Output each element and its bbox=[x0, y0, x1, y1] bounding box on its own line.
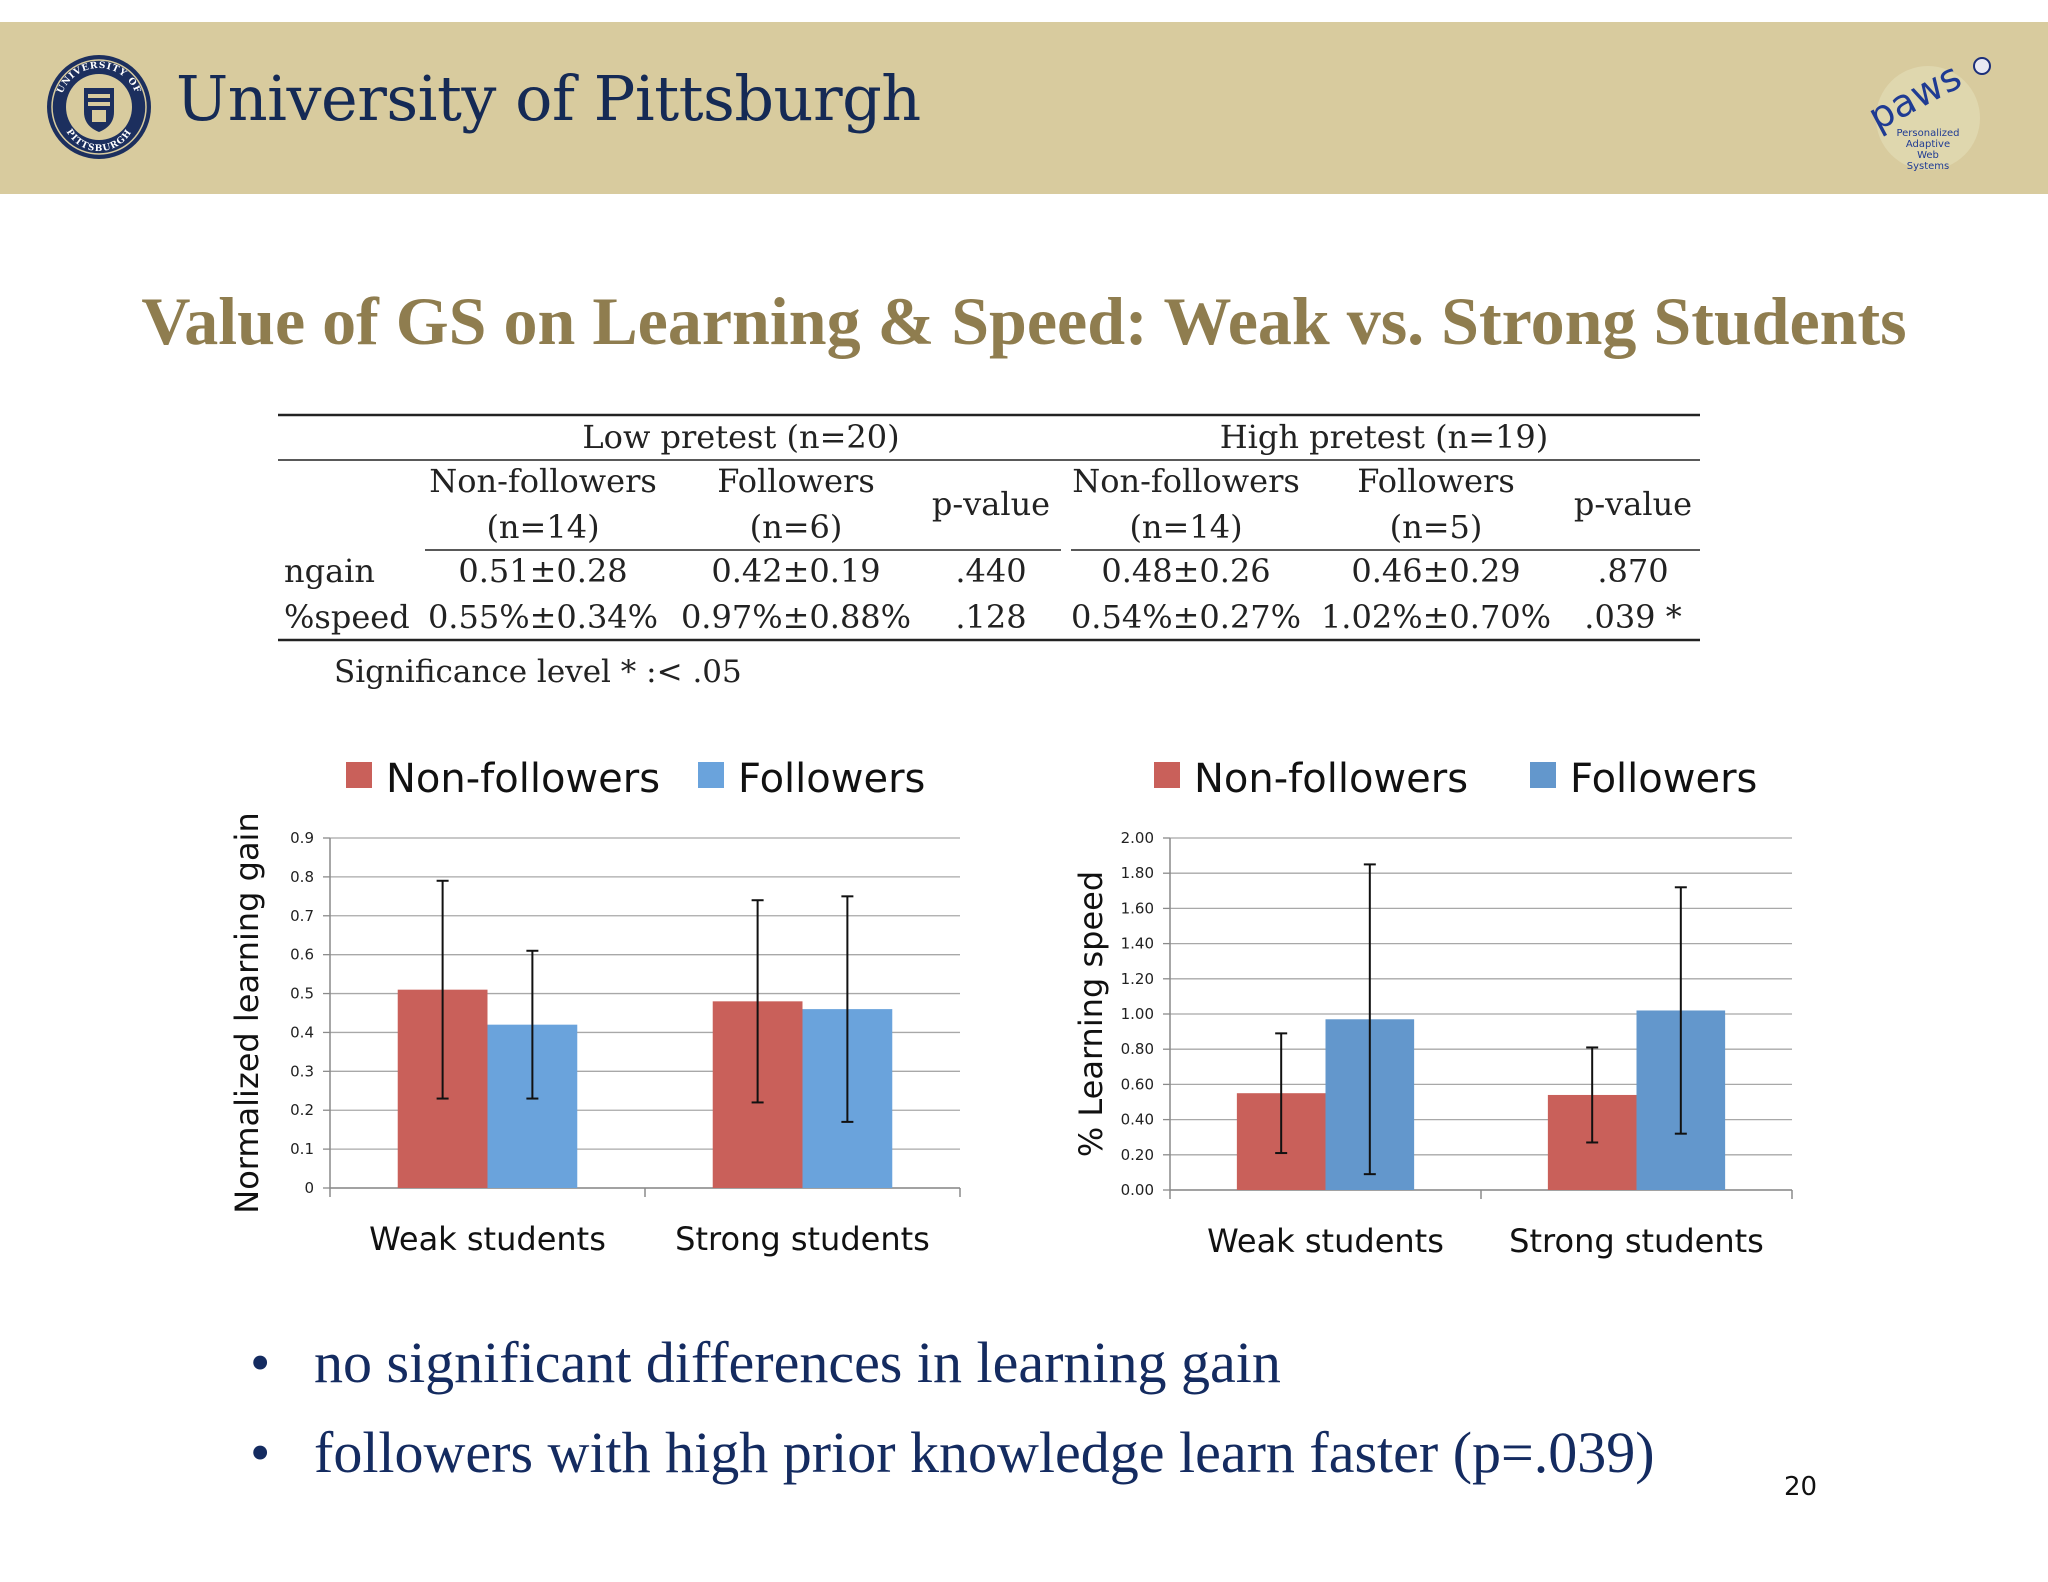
bullet-item: • followers with high prior knowledge lea… bbox=[250, 1408, 1655, 1498]
y-tick-label: 2.00 bbox=[1121, 829, 1154, 847]
paws-caption-1: Personalized bbox=[1896, 128, 1959, 139]
table-cell: 0.55%±0.34% bbox=[428, 598, 658, 636]
bullet-item: • no significant differences in learning … bbox=[250, 1318, 1655, 1408]
y-tick-label: 1.40 bbox=[1121, 935, 1154, 953]
table-col-header: Followers bbox=[1357, 462, 1515, 500]
y-tick-label: 0.40 bbox=[1121, 1111, 1154, 1129]
table-col-subheader: (n=6) bbox=[750, 508, 843, 546]
y-tick-label: 0 bbox=[304, 1179, 314, 1197]
table-cell: .440 bbox=[955, 552, 1026, 590]
y-tick-label: 1.20 bbox=[1121, 970, 1154, 988]
table-cell: 0.48±0.26 bbox=[1101, 552, 1270, 590]
legend-swatch bbox=[1530, 762, 1556, 788]
legend-swatch bbox=[346, 762, 372, 788]
table-cell: .870 bbox=[1597, 552, 1668, 590]
bullet-list: • no significant differences in learning … bbox=[250, 1318, 1655, 1498]
header-banner bbox=[0, 22, 2048, 194]
category-label: Strong students bbox=[675, 1220, 930, 1258]
table-cell: 0.46±0.29 bbox=[1351, 552, 1520, 590]
slide-title: Value of GS on Learning & Speed: Weak vs… bbox=[141, 283, 1907, 359]
table-col-header: Followers bbox=[717, 462, 875, 500]
table-col-header: Non-followers bbox=[1072, 462, 1300, 500]
paws-caption-2: Adaptive bbox=[1906, 139, 1950, 150]
table-row-label: ngain bbox=[284, 552, 375, 590]
learning-gain-chart: 0 0.1 0.2 0.3 0.4 0.5 0.6 0.7 0.8 0.9 Weak student… bbox=[228, 756, 961, 1258]
bullet-text: followers with high prior knowledge lear… bbox=[314, 1420, 1655, 1485]
table-cell: 0.97%±0.88% bbox=[681, 598, 911, 636]
legend-swatch bbox=[698, 762, 724, 788]
table-col-subheader: (n=14) bbox=[486, 508, 599, 546]
slide-number: 20 bbox=[1784, 1472, 1818, 1502]
y-tick-label: 0.5 bbox=[290, 985, 314, 1003]
y-tick-label: 0.00 bbox=[1121, 1181, 1154, 1199]
table-col-header: p-value bbox=[1574, 485, 1692, 523]
y-tick-label: 0.1 bbox=[290, 1140, 314, 1158]
y-tick-label: 0.3 bbox=[290, 1062, 314, 1080]
table-cell: 0.54%±0.27% bbox=[1071, 598, 1301, 636]
table-cell: .128 bbox=[955, 598, 1026, 636]
y-tick-label: 0.60 bbox=[1121, 1075, 1154, 1093]
y-tick-label: 0.2 bbox=[290, 1101, 314, 1119]
table-cell: 0.51±0.28 bbox=[458, 552, 627, 590]
category-label: Strong students bbox=[1509, 1222, 1764, 1260]
table-cell: .039 * bbox=[1584, 598, 1681, 636]
y-tick-label: 0.9 bbox=[290, 829, 314, 847]
paws-caption-4: Systems bbox=[1907, 161, 1950, 172]
y-tick-label: 1.80 bbox=[1121, 864, 1154, 882]
legend-label: Non-followers bbox=[386, 756, 660, 802]
legend-swatch bbox=[1154, 762, 1180, 788]
bullet-symbol: • bbox=[250, 1330, 271, 1395]
y-tick-label: 0.20 bbox=[1121, 1146, 1154, 1164]
paws-logo-icon: paws Personalized Adaptive Web Systems bbox=[1862, 54, 1991, 172]
legend-label: Non-followers bbox=[1194, 756, 1468, 802]
y-tick-label: 1.00 bbox=[1121, 1005, 1154, 1023]
bullet-symbol: • bbox=[250, 1420, 271, 1485]
significance-note: Significance level * :< .05 bbox=[334, 654, 742, 690]
y-axis-title: Normalized learning gain bbox=[228, 812, 266, 1213]
y-tick-label: 0.80 bbox=[1121, 1040, 1154, 1058]
paws-caption-3: Web bbox=[1917, 150, 1939, 161]
learning-speed-chart: 0.00 0.20 0.40 0.60 0.80 1.00 1.20 1.40 1.60 1.80… bbox=[1072, 756, 1793, 1260]
y-axis-title: % Learning speed bbox=[1072, 871, 1110, 1157]
university-name: University of Pittsburgh bbox=[176, 62, 921, 135]
y-tick-label: 0.7 bbox=[290, 907, 314, 925]
table-col-subheader: (n=14) bbox=[1129, 508, 1242, 546]
table-group-high: High pretest (n=19) bbox=[1220, 418, 1548, 456]
university-seal-icon: UNIVERSITY OF PITTSBURGH bbox=[47, 55, 151, 159]
table-col-header: p-value bbox=[932, 485, 1050, 523]
legend-label: Followers bbox=[738, 756, 925, 802]
legend-label: Followers bbox=[1570, 756, 1757, 802]
bullet-text: no significant differences in learning g… bbox=[314, 1330, 1281, 1395]
table-col-header: Non-followers bbox=[429, 462, 657, 500]
table-cell: 1.02%±0.70% bbox=[1321, 598, 1551, 636]
table-group-low: Low pretest (n=20) bbox=[582, 418, 899, 456]
y-tick-label: 0.4 bbox=[290, 1023, 314, 1041]
category-label: Weak students bbox=[369, 1220, 606, 1258]
table-cell: 0.42±0.19 bbox=[711, 552, 880, 590]
table-row-label: %speed bbox=[284, 598, 410, 636]
y-tick-label: 1.60 bbox=[1121, 899, 1154, 917]
stats-table: Low pretest (n=20) High pretest (n=19) N… bbox=[278, 413, 1700, 642]
y-tick-label: 0.6 bbox=[290, 946, 314, 964]
table-col-subheader: (n=5) bbox=[1390, 508, 1483, 546]
y-tick-label: 0.8 bbox=[290, 868, 314, 886]
category-label: Weak students bbox=[1207, 1222, 1444, 1260]
